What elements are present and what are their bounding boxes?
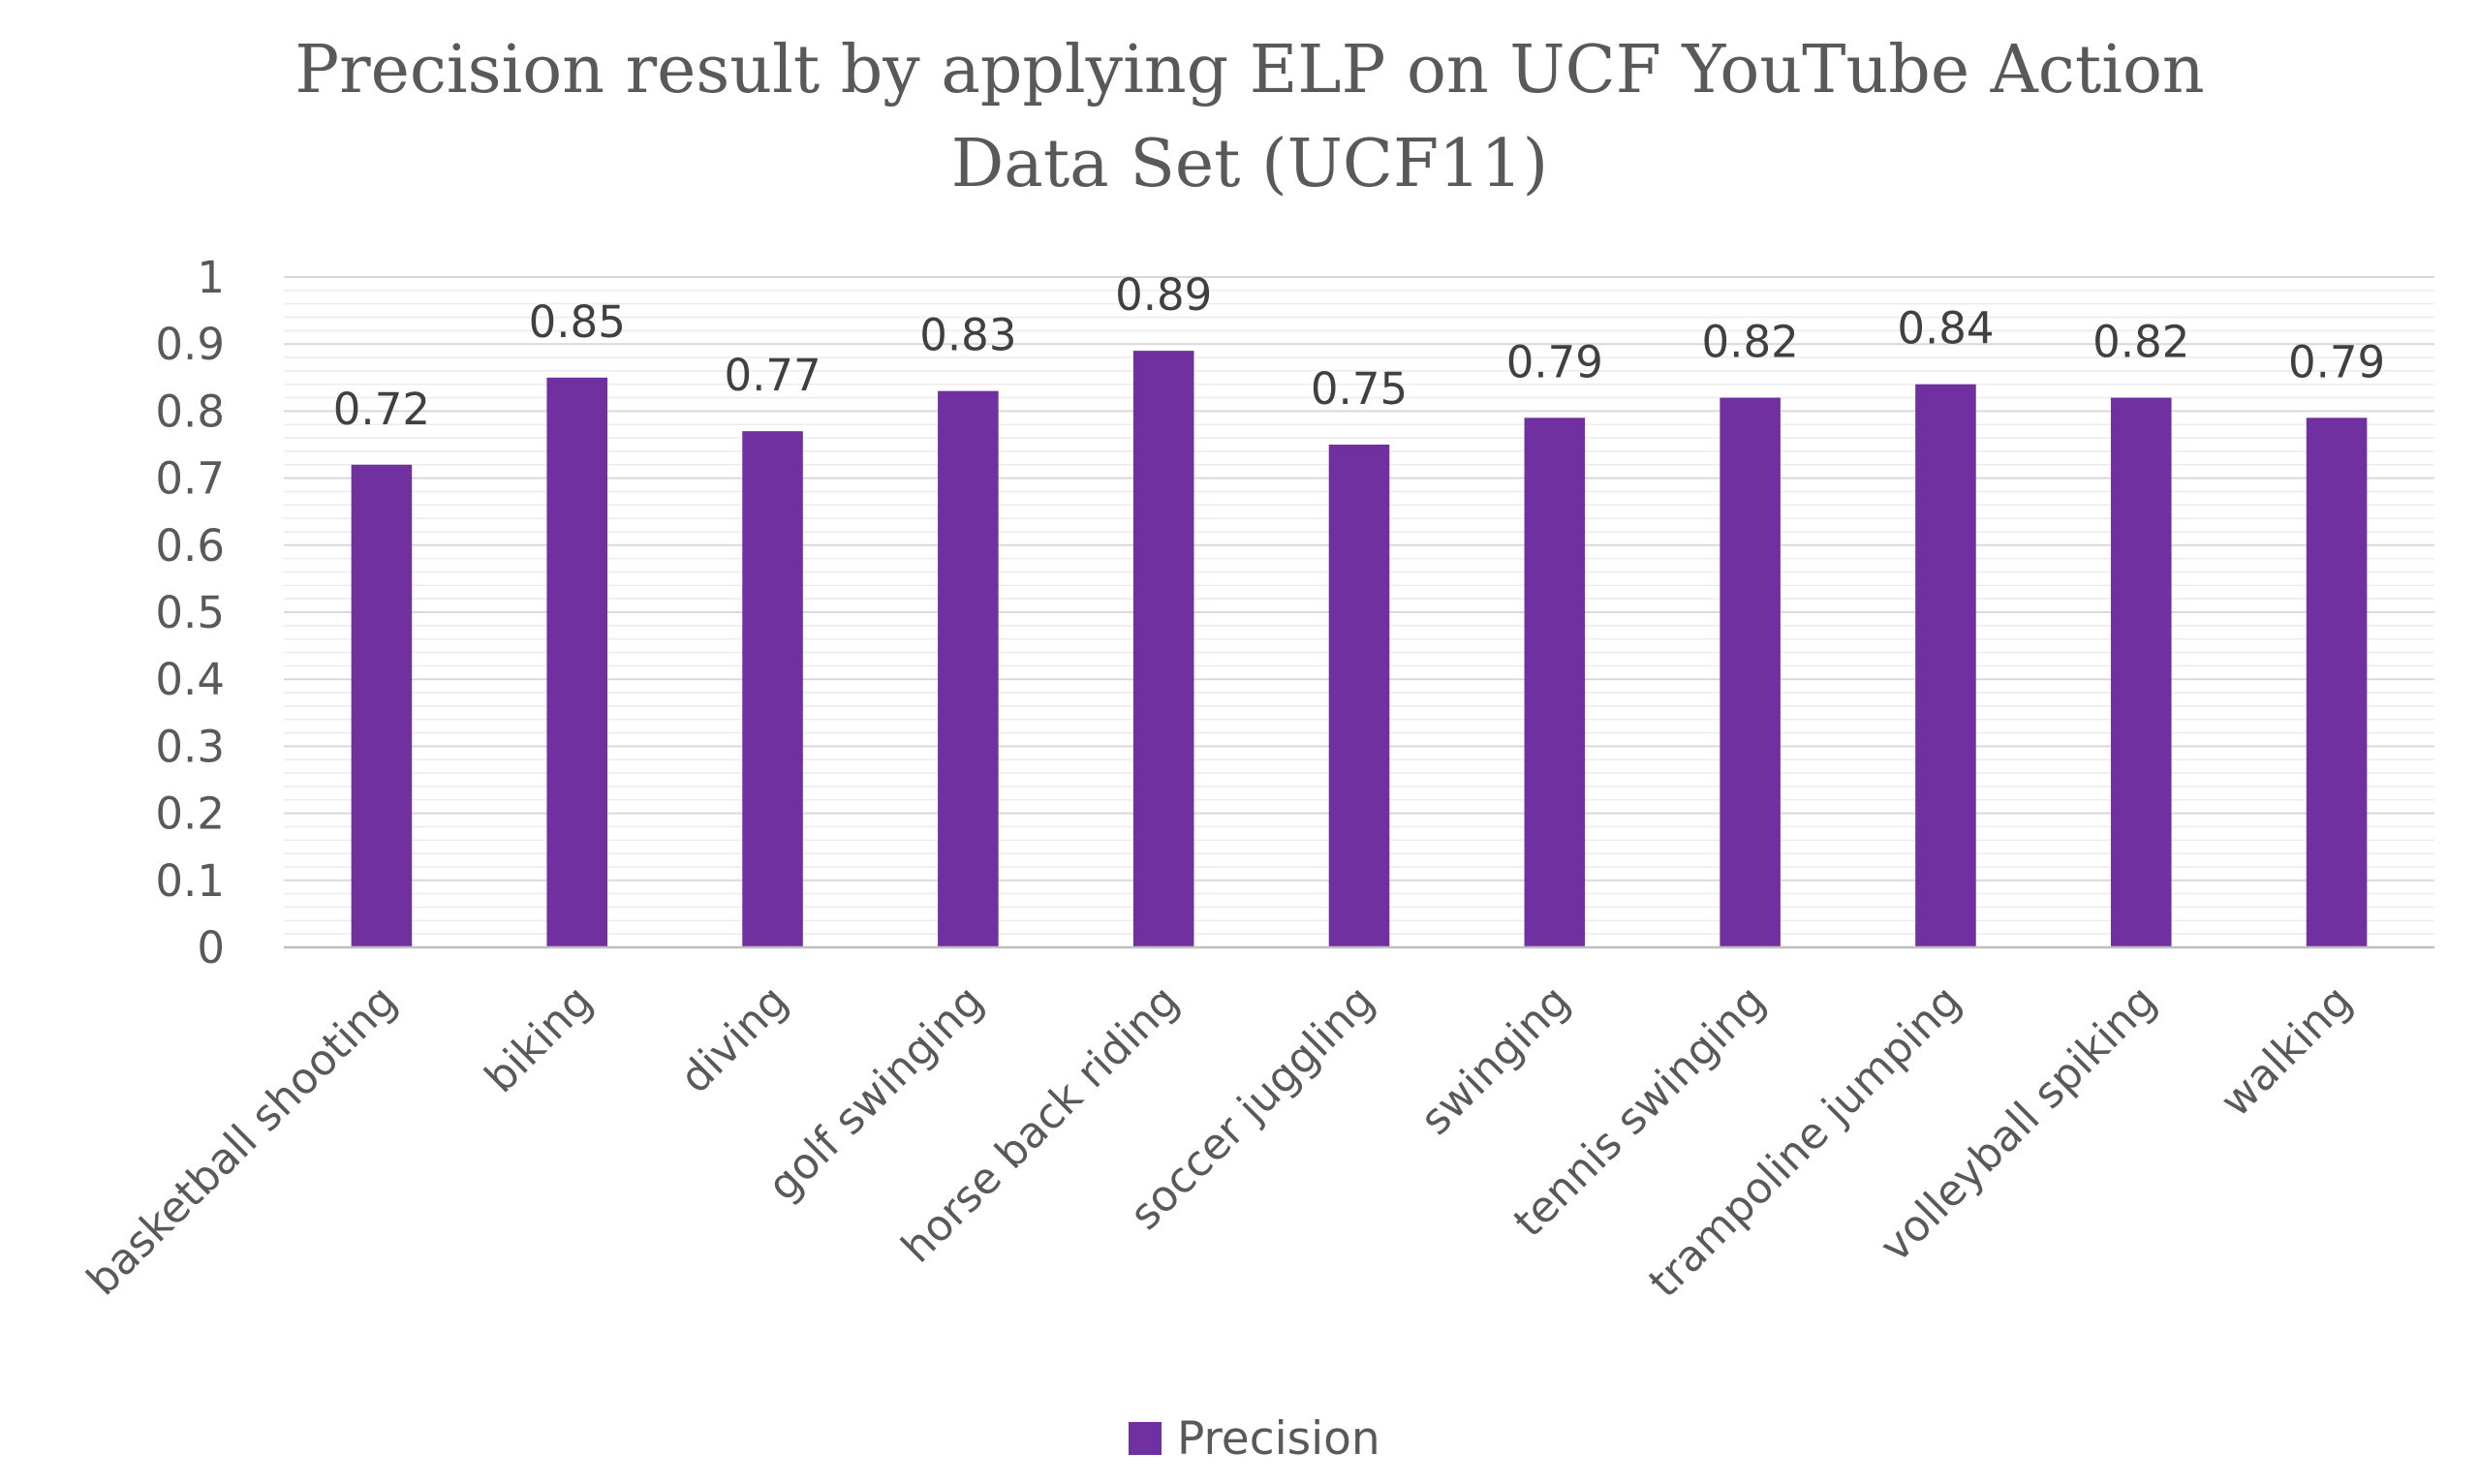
data-label: 0.82 bbox=[2092, 317, 2189, 368]
y-tick-label: 0.2 bbox=[155, 788, 225, 840]
data-label: 0.75 bbox=[1311, 363, 1408, 415]
data-label: 0.77 bbox=[724, 350, 821, 401]
legend-label-precision: Precision bbox=[1177, 1412, 1380, 1466]
data-label: 0.85 bbox=[529, 296, 626, 348]
y-tick-label: 0.9 bbox=[155, 319, 225, 370]
bar-tennis-swinging bbox=[1720, 397, 1781, 947]
data-label: 0.84 bbox=[1897, 303, 1994, 355]
bar-biking bbox=[546, 377, 608, 947]
y-tick-label: 1 bbox=[197, 252, 225, 303]
bar-walking bbox=[2306, 417, 2368, 947]
y-tick-label: 0.4 bbox=[155, 654, 225, 705]
bar-trampoline-jumping bbox=[1915, 384, 1976, 948]
y-tick-label: 0.3 bbox=[155, 721, 225, 772]
y-tick-label: 0.1 bbox=[155, 855, 225, 907]
bar-soccer-juggling bbox=[1328, 445, 1390, 947]
data-labels: 0.72 0.85 0.77 0.83 0.89 0.75 0.79 0.82 0.84 0.82… bbox=[333, 269, 2385, 435]
chart-title: Precision result by applying ELP on UCF … bbox=[294, 32, 2204, 202]
series-precision-bars bbox=[351, 351, 2368, 948]
bar-golf-swinging bbox=[938, 390, 999, 947]
data-label: 0.79 bbox=[1506, 336, 1603, 387]
bar-volleyball-spiking bbox=[2110, 397, 2172, 947]
legend-swatch-precision bbox=[1129, 1422, 1162, 1455]
x-category-label: biking bbox=[476, 976, 603, 1103]
data-label: 0.83 bbox=[919, 310, 1016, 361]
data-label: 0.79 bbox=[2288, 336, 2385, 387]
bar-swinging bbox=[1524, 417, 1586, 947]
chart-title-line-1: Precision result by applying ELP on UCF … bbox=[294, 32, 2204, 108]
y-tick-label: 0 bbox=[197, 922, 225, 974]
chart-title-line-2: Data Set (UCF11) bbox=[951, 126, 1548, 202]
x-category-label: diving bbox=[670, 976, 797, 1103]
y-axis-tick-labels: 0 0.1 0.2 0.3 0.4 0.5 0.6 0.7 0.8 0.9 1 bbox=[155, 252, 225, 974]
x-category-label: walking bbox=[2212, 976, 2362, 1127]
data-label: 0.82 bbox=[1702, 317, 1799, 368]
y-tick-label: 0.5 bbox=[155, 587, 225, 638]
data-label: 0.89 bbox=[1115, 269, 1212, 321]
legend: Precision bbox=[1129, 1412, 1380, 1466]
bar-diving bbox=[742, 431, 803, 947]
y-tick-label: 0.6 bbox=[155, 520, 225, 572]
x-category-label: swinging bbox=[1411, 976, 1580, 1145]
data-label: 0.72 bbox=[333, 384, 430, 435]
bar-horse-back-riding bbox=[1132, 351, 1194, 947]
bar-basketball-shooting bbox=[351, 464, 413, 947]
y-tick-label: 0.8 bbox=[155, 386, 225, 437]
x-category-label: basketball shooting bbox=[77, 976, 407, 1306]
y-tick-label: 0.7 bbox=[155, 453, 225, 505]
